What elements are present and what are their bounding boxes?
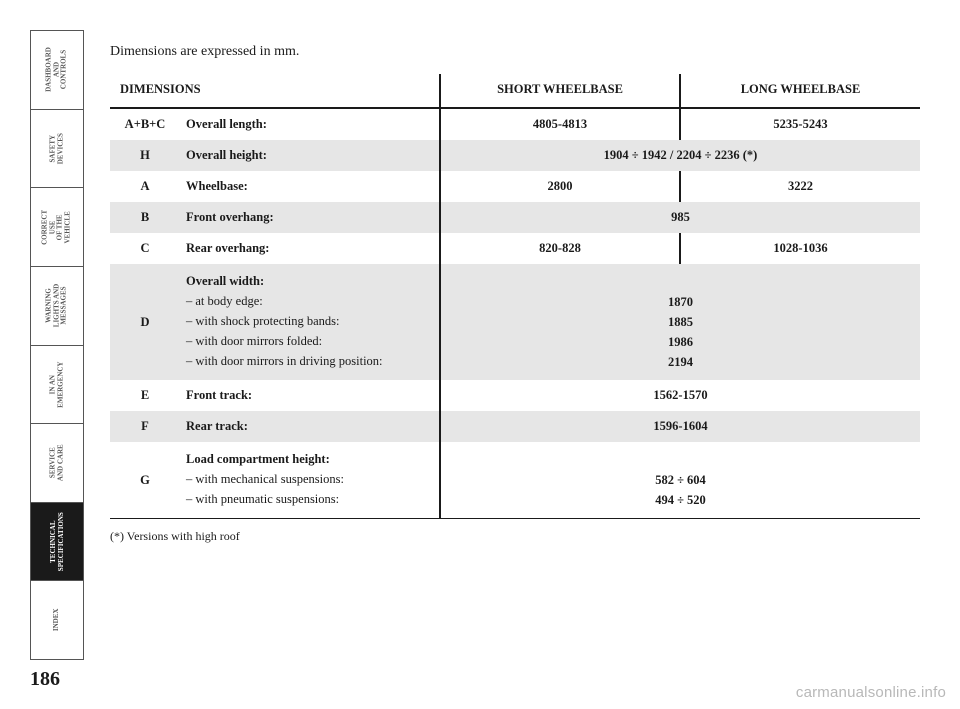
sidebar-tab[interactable]: WARNING LIGHTS AND MESSAGES	[30, 266, 84, 345]
row-value: 1562-1570	[440, 380, 920, 411]
row-label: Wheelbase:	[180, 171, 440, 202]
row-key: B	[110, 202, 180, 233]
main-content: Dimensions are expressed in mm. DIMENSIO…	[110, 44, 920, 544]
row-label: Overall height:	[180, 140, 440, 171]
table-row: AWheelbase:28003222	[110, 171, 920, 202]
dimensions-tbody: A+B+COverall length:4805-48135235-5243HO…	[110, 108, 920, 519]
table-row: EFront track:1562-1570	[110, 380, 920, 411]
table-row: CRear overhang:820-8281028-1036	[110, 233, 920, 264]
sidebar-tab-label: DASHBOARD AND CONTROLS	[45, 46, 68, 94]
sidebar-tab[interactable]: CORRECT USE OF THE VEHICLE	[30, 187, 84, 266]
sidebar-tab[interactable]: INDEX	[30, 580, 84, 660]
row-value: 1596-1604	[440, 411, 920, 442]
dimensions-table: DIMENSIONS SHORT WHEELBASE LONG WHEELBAS…	[110, 74, 920, 519]
row-value-short: 820-828	[440, 233, 680, 264]
row-label: Rear track:	[180, 411, 440, 442]
row-label: Rear overhang:	[180, 233, 440, 264]
table-row: FRear track:1596-1604	[110, 411, 920, 442]
th-long: LONG WHEELBASE	[680, 74, 920, 108]
row-key: A	[110, 171, 180, 202]
page-number: 186	[30, 668, 60, 691]
sidebar-tab-label: INDEX	[53, 596, 61, 644]
row-value-long: 3222	[680, 171, 920, 202]
sidebar-tab-label: WARNING LIGHTS AND MESSAGES	[45, 282, 68, 330]
th-dimensions: DIMENSIONS	[110, 74, 440, 108]
table-row: BFront overhang:985	[110, 202, 920, 233]
row-value-long: 1028-1036	[680, 233, 920, 264]
sidebar-tab[interactable]: SERVICE AND CARE	[30, 423, 84, 502]
sidebar-tab[interactable]: TECHNICAL SPECIFICATIONS	[30, 502, 84, 581]
row-label: Load compartment height:– with mechanica…	[180, 442, 440, 519]
sidebar-tab[interactable]: SAFETY DEVICES	[30, 109, 84, 188]
row-value: 582 ÷ 604494 ÷ 520	[440, 442, 920, 519]
row-value: 985	[440, 202, 920, 233]
row-value: 1870188519862194	[440, 264, 920, 380]
sidebar-tab[interactable]: IN AN EMERGENCY	[30, 345, 84, 424]
table-row: HOverall height:1904 ÷ 1942 / 2204 ÷ 223…	[110, 140, 920, 171]
row-key: A+B+C	[110, 108, 180, 140]
row-key: F	[110, 411, 180, 442]
row-key: G	[110, 442, 180, 519]
th-short: SHORT WHEELBASE	[440, 74, 680, 108]
sidebar-tab-label: IN AN EMERGENCY	[49, 360, 64, 408]
table-row: DOverall width:– at body edge:– with sho…	[110, 264, 920, 380]
footnote: (*) Versions with high roof	[110, 529, 920, 544]
intro-text: Dimensions are expressed in mm.	[110, 44, 920, 60]
row-label: Front overhang:	[180, 202, 440, 233]
row-value: 1904 ÷ 1942 / 2204 ÷ 2236 (*)	[440, 140, 920, 171]
sidebar-tab-label: TECHNICAL SPECIFICATIONS	[49, 512, 64, 571]
sidebar-tabs: DASHBOARD AND CONTROLS SAFETY DEVICES CORR…	[30, 30, 84, 660]
row-label: Overall width:– at body edge:– with shoc…	[180, 264, 440, 380]
row-key: E	[110, 380, 180, 411]
row-key: C	[110, 233, 180, 264]
sidebar-tab-label: SAFETY DEVICES	[49, 124, 64, 172]
sidebar-tab-label: CORRECT USE OF THE VEHICLE	[42, 203, 73, 251]
row-key: D	[110, 264, 180, 380]
table-row: A+B+COverall length:4805-48135235-5243	[110, 108, 920, 140]
row-value-short: 2800	[440, 171, 680, 202]
sidebar-tab-label: SERVICE AND CARE	[49, 439, 64, 487]
row-key: H	[110, 140, 180, 171]
table-row: GLoad compartment height:– with mechanic…	[110, 442, 920, 519]
watermark: carmanualsonline.info	[796, 684, 946, 701]
row-label: Front track:	[180, 380, 440, 411]
row-value-long: 5235-5243	[680, 108, 920, 140]
row-value-short: 4805-4813	[440, 108, 680, 140]
sidebar-tab[interactable]: DASHBOARD AND CONTROLS	[30, 30, 84, 109]
row-label: Overall length:	[180, 108, 440, 140]
